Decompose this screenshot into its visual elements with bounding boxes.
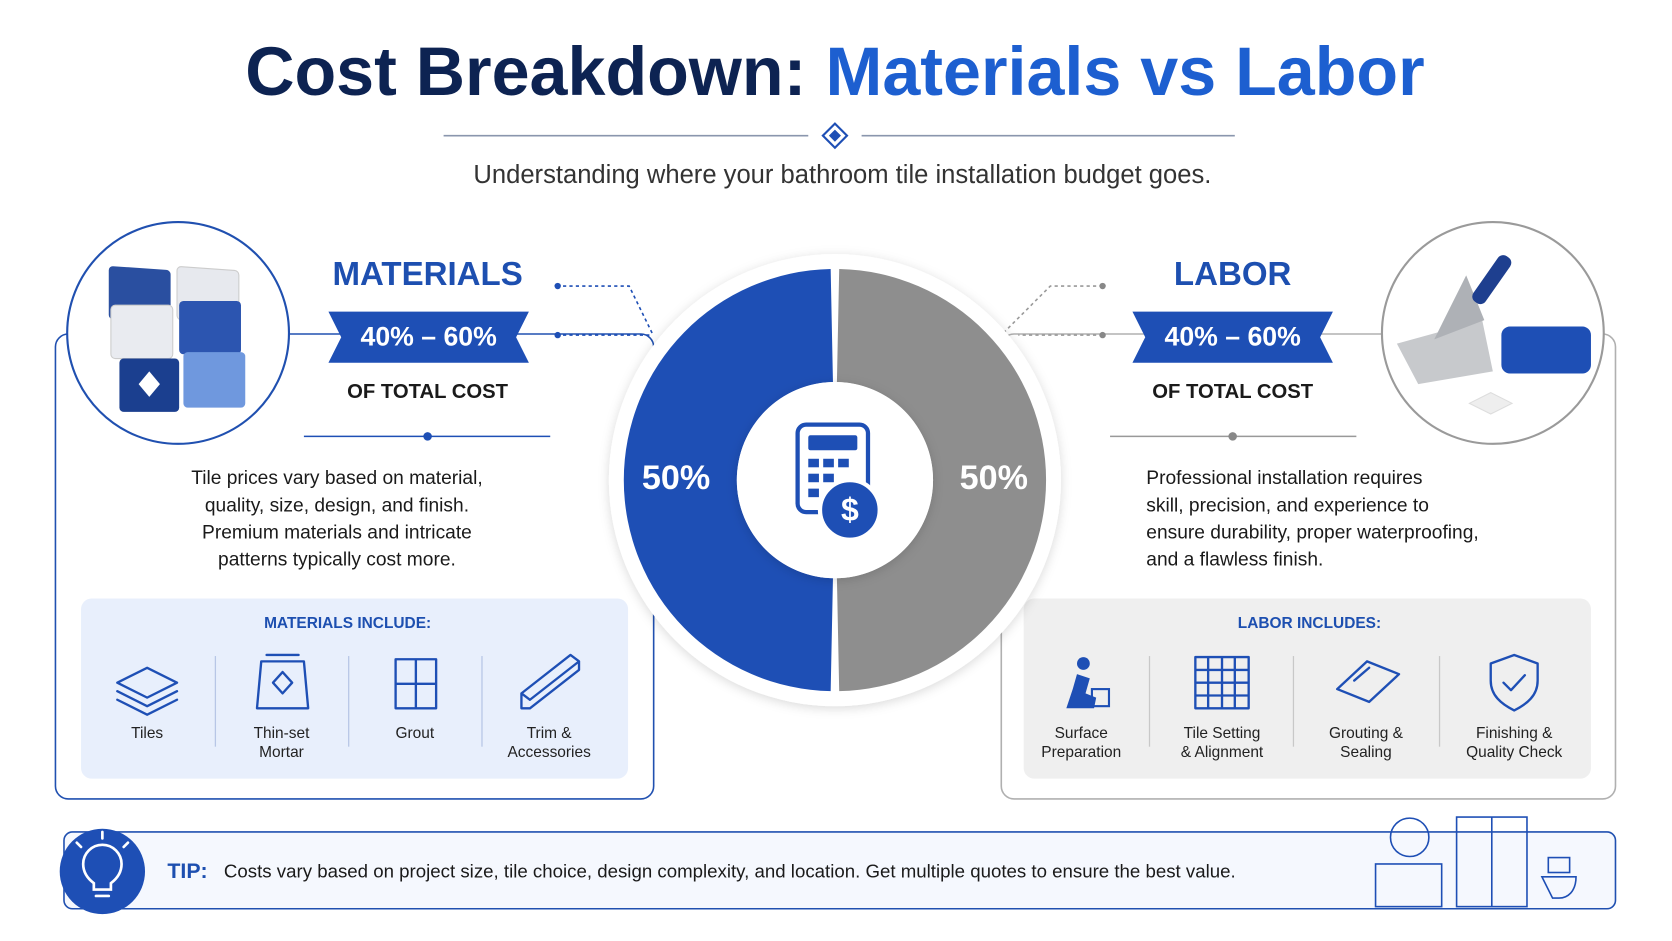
- svg-text:$: $: [841, 492, 859, 528]
- item-label: Sealing: [1340, 744, 1392, 761]
- materials-items: Tiles Thin-set Mortar Grout Trim & Accessorie…: [131, 725, 591, 761]
- description-line: and a flawless finish.: [1146, 550, 1323, 571]
- ribbon: [1132, 311, 1333, 363]
- labor-items: Surface Preparation Tile Setting & Alignmen…: [1041, 725, 1562, 761]
- item-label: Tiles: [131, 725, 163, 742]
- materials-description: Tile prices vary based on material, quali…: [191, 468, 483, 571]
- item-label: Grout: [395, 725, 434, 742]
- ribbon: [328, 311, 529, 363]
- item-label: Trim &: [527, 725, 573, 742]
- connector-dot: [1099, 331, 1106, 339]
- labor-includes-title: LABOR INCLUDES:: [1238, 615, 1381, 632]
- trowel-image: [1396, 255, 1591, 415]
- item-label: Surface: [1055, 725, 1108, 742]
- item-label: Tile Setting: [1184, 725, 1261, 742]
- description-line: skill, precision, and experience to: [1146, 495, 1429, 516]
- connector-dot: [1099, 282, 1106, 290]
- labor-range: 40% – 60%: [1165, 321, 1301, 351]
- dividers: [1148, 656, 1441, 747]
- connector: [556, 285, 654, 335]
- slice-label: 50%: [960, 459, 1028, 497]
- description-line: patterns typically cost more.: [218, 550, 456, 571]
- connector-dot: [554, 331, 561, 339]
- dividers: [214, 656, 483, 747]
- description-line: ensure durability, proper waterproofing,: [1146, 522, 1478, 543]
- separator-dot: [423, 432, 432, 441]
- item-label: Accessories: [508, 744, 592, 761]
- subtitle: Understanding where your bathroom tile i…: [473, 161, 1211, 189]
- pie-slice: [623, 269, 833, 692]
- description-line: Professional installation requires: [1146, 468, 1422, 489]
- item-label: Finishing &: [1476, 725, 1553, 742]
- materials-range: 40% – 60%: [361, 321, 497, 351]
- donut-hole: [736, 381, 934, 579]
- materials-includes-box: [81, 598, 629, 779]
- item-label: Grouting &: [1329, 725, 1404, 742]
- description-line: Tile prices vary based on material,: [191, 468, 483, 489]
- labor-image: [1380, 220, 1605, 445]
- labor-description: Professional installation requires skill,…: [1146, 468, 1478, 571]
- title-part: Cost Breakdown:: [245, 34, 806, 110]
- donut-chart: 50% 50%: [623, 269, 1047, 692]
- materials-icons: [116, 653, 581, 716]
- title-part: Materials vs Labor: [825, 34, 1424, 110]
- materials-caption: OF TOTAL COST: [347, 381, 509, 403]
- tile-mosaic: [108, 266, 246, 412]
- item-label: Quality Check: [1466, 744, 1562, 761]
- labor-includes-box: [1023, 598, 1591, 779]
- labor-heading: LABOR: [1174, 256, 1292, 293]
- materials-heading: MATERIALS: [332, 256, 522, 293]
- calculator-icon: $: [795, 422, 882, 542]
- tip-icon: [59, 828, 146, 915]
- pie-slice: [836, 269, 1047, 692]
- title: Cost Breakdown: Materials vs Labor: [245, 34, 1424, 110]
- tip-label: TIP:: [167, 859, 207, 883]
- item-label: Thin-set: [254, 725, 311, 742]
- tip-text: Costs vary based on project size, tile c…: [224, 860, 1236, 881]
- bathroom-illustration: [1374, 816, 1577, 908]
- separator-dot: [1228, 432, 1237, 441]
- slice-label: 50%: [642, 459, 710, 497]
- bulb-icon: [75, 830, 130, 898]
- materials-includes-title: MATERIALS INCLUDE:: [264, 615, 431, 632]
- description-line: Premium materials and intricate: [202, 522, 472, 543]
- item-label: Mortar: [259, 744, 304, 761]
- description-line: quality, size, design, and finish.: [205, 495, 469, 516]
- connector-dot: [554, 282, 561, 290]
- labor-icons: [1066, 653, 1539, 712]
- connector: [1001, 285, 1103, 335]
- item-label: & Alignment: [1181, 744, 1264, 761]
- labor-caption: OF TOTAL COST: [1152, 381, 1314, 403]
- materials-image: [66, 220, 291, 445]
- item-label: Preparation: [1041, 744, 1121, 761]
